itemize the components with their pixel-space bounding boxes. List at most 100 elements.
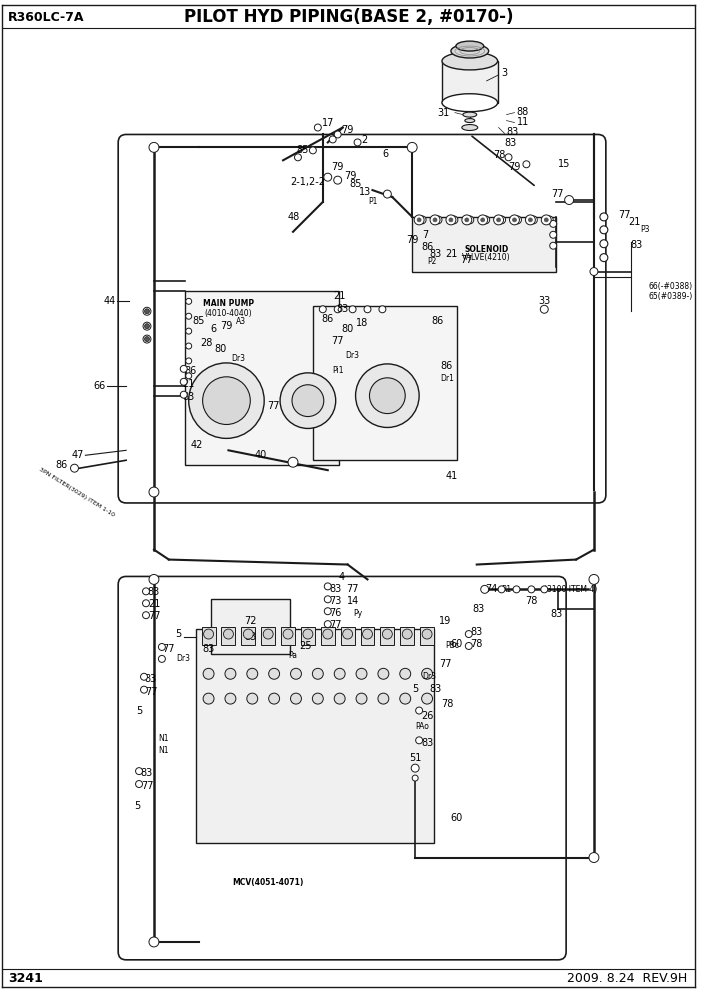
Text: P2: P2 xyxy=(428,257,437,266)
Text: 83: 83 xyxy=(429,683,441,693)
Ellipse shape xyxy=(463,112,477,117)
Circle shape xyxy=(378,693,389,704)
Circle shape xyxy=(545,216,553,224)
Text: 77: 77 xyxy=(145,686,157,696)
Circle shape xyxy=(334,669,345,680)
Text: 83: 83 xyxy=(183,392,195,402)
Text: 83: 83 xyxy=(329,584,342,594)
Circle shape xyxy=(494,215,503,225)
Text: P1: P1 xyxy=(368,196,377,205)
Circle shape xyxy=(402,629,412,639)
Circle shape xyxy=(411,764,419,772)
Circle shape xyxy=(334,131,341,138)
Text: 21: 21 xyxy=(333,292,346,302)
Text: 85: 85 xyxy=(350,180,362,189)
Text: 83: 83 xyxy=(421,738,433,748)
Text: (3100 ITEM 4): (3100 ITEM 4) xyxy=(544,585,597,594)
Text: 77: 77 xyxy=(163,644,175,654)
Circle shape xyxy=(481,218,484,222)
Text: 78: 78 xyxy=(470,639,483,649)
Circle shape xyxy=(186,373,192,379)
Circle shape xyxy=(145,336,150,341)
Circle shape xyxy=(412,775,418,781)
Text: 73: 73 xyxy=(329,596,342,606)
Circle shape xyxy=(263,629,273,639)
Text: 31: 31 xyxy=(437,107,450,118)
Circle shape xyxy=(291,669,301,680)
Circle shape xyxy=(247,693,258,704)
Text: 78: 78 xyxy=(441,698,453,708)
Text: 86: 86 xyxy=(322,314,334,324)
Text: 26: 26 xyxy=(421,711,433,721)
Circle shape xyxy=(203,693,214,704)
Circle shape xyxy=(145,309,150,313)
Text: Dr3: Dr3 xyxy=(345,351,359,360)
Text: R360LC-7A: R360LC-7A xyxy=(8,11,84,24)
Circle shape xyxy=(333,177,342,185)
Circle shape xyxy=(541,306,548,313)
Text: 3241: 3241 xyxy=(8,972,43,985)
Circle shape xyxy=(143,335,151,343)
Text: 86: 86 xyxy=(441,361,453,371)
Circle shape xyxy=(600,226,608,234)
Circle shape xyxy=(600,254,608,262)
Circle shape xyxy=(414,215,424,225)
Text: 19: 19 xyxy=(439,616,451,626)
Circle shape xyxy=(223,629,233,639)
Circle shape xyxy=(433,218,437,222)
Circle shape xyxy=(189,363,264,438)
Circle shape xyxy=(204,629,213,639)
Text: 77: 77 xyxy=(551,189,564,199)
Circle shape xyxy=(143,612,150,619)
Circle shape xyxy=(416,737,423,744)
Text: 66: 66 xyxy=(93,381,105,391)
Ellipse shape xyxy=(465,119,475,123)
Circle shape xyxy=(450,216,458,224)
Text: 78: 78 xyxy=(525,596,538,606)
Text: 47: 47 xyxy=(72,450,84,460)
Bar xyxy=(340,627,355,645)
Circle shape xyxy=(523,161,530,168)
Circle shape xyxy=(525,215,536,225)
Text: Dr3: Dr3 xyxy=(177,655,191,664)
Bar xyxy=(241,627,256,645)
Text: 4: 4 xyxy=(338,572,345,582)
Circle shape xyxy=(529,216,537,224)
Ellipse shape xyxy=(451,44,489,58)
Text: 74: 74 xyxy=(486,584,498,594)
Circle shape xyxy=(399,693,411,704)
Circle shape xyxy=(143,308,151,315)
Circle shape xyxy=(70,464,79,472)
Text: 83: 83 xyxy=(505,139,517,149)
Text: 7: 7 xyxy=(422,230,428,240)
Circle shape xyxy=(481,585,489,593)
Circle shape xyxy=(186,299,192,305)
Circle shape xyxy=(149,487,159,497)
Text: 65(#0389-): 65(#0389-) xyxy=(649,292,693,301)
Text: MCV(4051-4071): MCV(4051-4071) xyxy=(232,878,304,887)
Circle shape xyxy=(143,600,150,607)
Text: PBc: PBc xyxy=(445,642,459,651)
Circle shape xyxy=(180,378,187,385)
Circle shape xyxy=(496,218,501,222)
Circle shape xyxy=(334,306,341,312)
Circle shape xyxy=(564,195,574,204)
Circle shape xyxy=(589,574,599,584)
Circle shape xyxy=(135,768,143,775)
Text: 78: 78 xyxy=(494,151,505,161)
Text: 77: 77 xyxy=(331,336,344,346)
Circle shape xyxy=(283,629,293,639)
Text: 3: 3 xyxy=(501,67,508,78)
Circle shape xyxy=(590,268,598,276)
Text: 79: 79 xyxy=(341,125,354,135)
Circle shape xyxy=(280,373,336,429)
Circle shape xyxy=(422,693,432,704)
Text: 42: 42 xyxy=(190,440,203,450)
Text: 79: 79 xyxy=(220,321,232,331)
Text: 3PN FILTER(3029) ITEM 1-10: 3PN FILTER(3029) ITEM 1-10 xyxy=(38,466,115,518)
Circle shape xyxy=(510,215,519,225)
Text: VALVE(4210): VALVE(4210) xyxy=(463,253,511,262)
Circle shape xyxy=(303,629,313,639)
Bar xyxy=(185,292,338,465)
Circle shape xyxy=(416,707,423,714)
